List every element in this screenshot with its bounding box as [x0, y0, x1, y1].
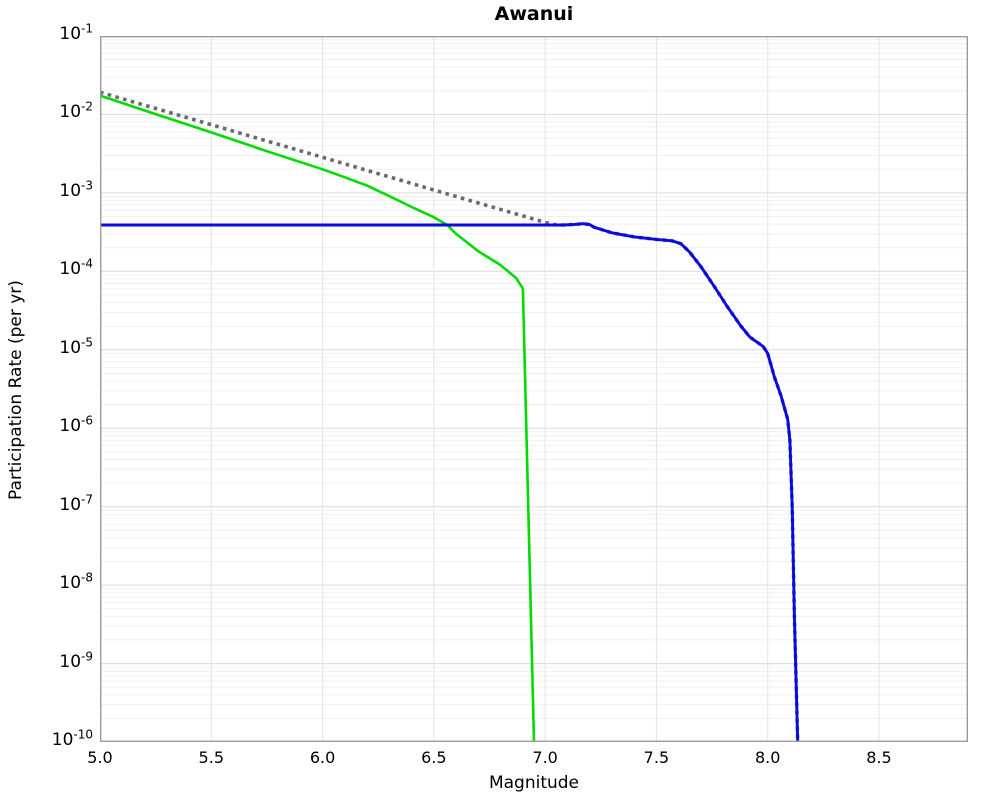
x-tick-label: 7.5 — [643, 748, 670, 767]
y-tick-label: 10-8 — [59, 570, 93, 594]
y-tick-label: 10-3 — [59, 178, 93, 201]
chart-title: Awanui — [494, 3, 574, 25]
x-tick-label: 6.0 — [309, 748, 336, 767]
x-tick-label: 5.0 — [87, 748, 113, 767]
x-tick-label: 6.5 — [421, 748, 447, 767]
x-tick-label: 7.0 — [532, 748, 558, 767]
y-tick-label: 10-10 — [51, 727, 93, 750]
chart-svg — [100, 36, 968, 742]
blue-solid-line — [100, 222, 800, 742]
y-tick-label: 10-7 — [59, 492, 93, 515]
y-tick-label: 10-6 — [59, 413, 93, 437]
y-tick-label: 10-4 — [59, 256, 93, 280]
green-solid-line — [100, 94, 536, 742]
x-tick-label: 8.0 — [754, 748, 781, 767]
y-axis-label: Participation Rate (per yr) — [6, 280, 26, 500]
y-tick-label: 10-9 — [59, 648, 93, 672]
gray-dotted-line — [100, 90, 800, 742]
x-axis-label: Magnitude — [488, 773, 580, 793]
plot-area — [100, 36, 968, 742]
y-tick-label: 10-2 — [59, 99, 93, 123]
y-tick-label: 10-5 — [59, 335, 93, 358]
x-tick-label: 8.5 — [866, 748, 892, 767]
plot-frame — [100, 36, 968, 742]
y-tick-label: 10-1 — [59, 21, 93, 44]
x-tick-label: 5.5 — [198, 748, 224, 767]
